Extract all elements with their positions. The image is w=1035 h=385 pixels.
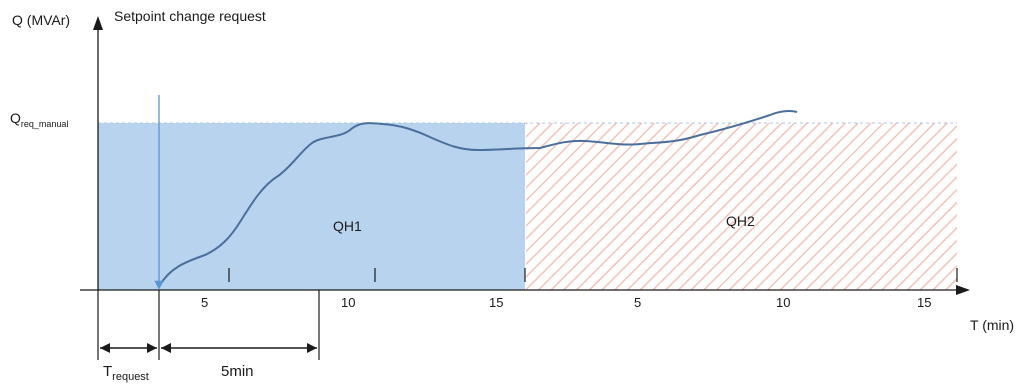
t-request-subscript: request [112, 371, 149, 383]
q-req-main: Q [10, 110, 21, 126]
y-axis-label: Q (MVAr) [12, 12, 70, 28]
five-min-arrowhead-right [307, 343, 317, 353]
segment-2-tick-15: 15 [917, 295, 931, 310]
five-min-arrowhead-left [161, 343, 171, 353]
t-request-label: Trequest [103, 363, 149, 383]
x-axis-arrowhead [956, 285, 970, 295]
q-response-curve [159, 110, 798, 286]
segment-1-tick-15: 15 [489, 295, 503, 310]
qh2-label: QH2 [726, 213, 755, 229]
q-req-subscript: req_manual [21, 119, 69, 129]
t-request-main: T [103, 363, 112, 380]
qh1-region [98, 123, 525, 290]
t-request-arrowhead-left [100, 343, 110, 353]
setpoint-label: Setpoint change request [114, 8, 266, 24]
segment-1-tick-10: 10 [341, 295, 355, 310]
t-request-arrowhead-right [147, 343, 157, 353]
five-min-label: 5min [221, 363, 254, 380]
segment-1-tick-5: 5 [201, 295, 208, 310]
qh2-region [526, 123, 957, 290]
q-req-manual-label: Qreq_manual [10, 110, 68, 129]
segment-2-tick-10: 10 [776, 295, 790, 310]
y-axis-arrowhead [93, 16, 103, 30]
qh1-label: QH1 [333, 218, 362, 234]
x-axis-label: T (min) [970, 317, 1014, 333]
segment-2-tick-5: 5 [634, 295, 641, 310]
